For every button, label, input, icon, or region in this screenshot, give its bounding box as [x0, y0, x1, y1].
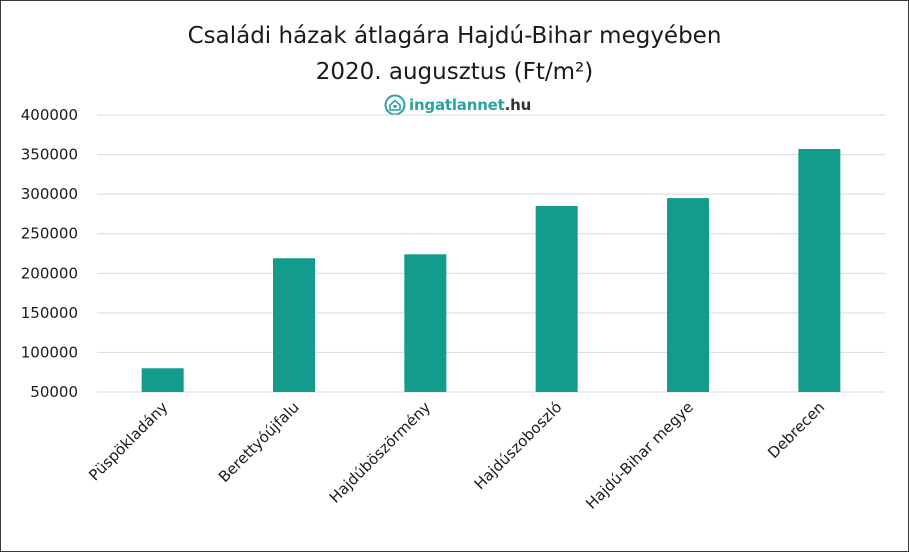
x-category-label: Debrecen — [764, 398, 828, 462]
y-tick-label: 200000 — [21, 264, 78, 282]
y-tick-label: 150000 — [21, 304, 78, 322]
x-category-label: Berettyóújfalu — [215, 398, 303, 486]
logo-tld: .hu — [504, 96, 532, 114]
x-category-label: Hajdú-Bihar megye — [582, 398, 697, 513]
x-axis-categories: Püspökladány Berettyóújfalu Hajdúböszörmén… — [85, 398, 828, 513]
y-tick-label: 300000 — [21, 185, 78, 203]
x-category-label: Püspökladány — [85, 398, 171, 484]
gridlines — [97, 114, 885, 393]
y-tick-label: 100000 — [21, 343, 78, 361]
bar-debrecen — [798, 149, 841, 392]
bar-hajdú-bihar-megye — [667, 198, 709, 392]
logo-text: ingatlannet.hu — [409, 96, 531, 114]
y-tick-label: 350000 — [21, 146, 78, 164]
x-category-label: Hajdúszoboszló — [471, 398, 566, 493]
y-tick-label: 50000 — [30, 383, 78, 401]
y-axis-ticks: 50000 100000 150000 200000 250000 300000 35000… — [21, 106, 78, 401]
bar-hajdúböszörmény — [404, 254, 447, 392]
chart-title-line1: Családi házak átlagára Hajdú-Bihar megyé… — [187, 23, 722, 49]
y-tick-label: 250000 — [21, 225, 78, 243]
bar-berettyóújfalu — [273, 258, 315, 392]
ingatlannet-logo: ingatlannet.hu — [384, 93, 531, 117]
chart-title-line2: 2020. augusztus (Ft/m²) — [315, 59, 594, 85]
logo-name: ingatlannet — [409, 96, 505, 114]
bar-hajdúszoboszló — [535, 206, 578, 392]
x-category-label: Hajdúböszörmény — [326, 398, 435, 507]
y-tick-label: 400000 — [21, 106, 78, 124]
bar-püspökladány — [141, 368, 184, 392]
bars — [141, 149, 841, 392]
